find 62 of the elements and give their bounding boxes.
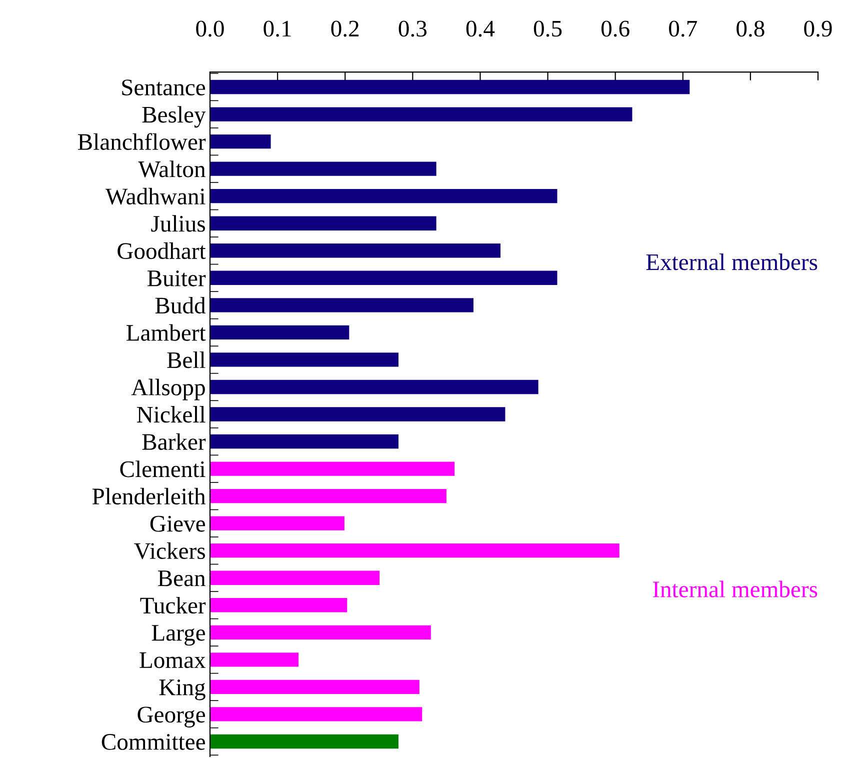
bar bbox=[210, 380, 538, 394]
x-tick-label: 0.2 bbox=[331, 20, 359, 37]
bar bbox=[210, 298, 474, 312]
y-tick-label: Plenderleith bbox=[92, 488, 206, 504]
y-tick-label: Goodhart bbox=[118, 242, 206, 260]
bar bbox=[210, 434, 398, 449]
x-tick-label: 0.1 bbox=[264, 20, 291, 37]
bar bbox=[210, 544, 620, 558]
bar bbox=[210, 462, 455, 476]
y-tick-label: Lambert bbox=[126, 324, 206, 341]
bar bbox=[210, 625, 431, 640]
x-tick-label: 0.8 bbox=[736, 20, 764, 37]
bar bbox=[210, 270, 558, 285]
bar bbox=[210, 162, 436, 176]
y-tick-label: Committee bbox=[102, 734, 206, 750]
bar bbox=[210, 244, 500, 258]
y-tick-label: Walton bbox=[138, 160, 206, 178]
y-tick-label: Nickell bbox=[137, 406, 206, 423]
y-tick-label: Allsopp bbox=[131, 378, 205, 400]
y-tick-label: Gieve bbox=[150, 516, 206, 532]
y-tick-label: Sentance bbox=[122, 80, 206, 96]
y-tick-label: Tucker bbox=[140, 596, 206, 614]
bar bbox=[210, 488, 446, 504]
y-tick-label: Large bbox=[152, 625, 206, 646]
y-tick-label: Wadhwani bbox=[105, 188, 206, 205]
y-tick-label: Vickers bbox=[134, 542, 205, 560]
y-tick-label: Julius bbox=[151, 215, 205, 232]
x-tick-label: 0.6 bbox=[601, 20, 630, 37]
y-tick-label: Blanchflower bbox=[78, 133, 206, 150]
bar bbox=[210, 216, 436, 230]
bar bbox=[210, 734, 398, 749]
bar bbox=[210, 680, 420, 694]
bar bbox=[210, 516, 344, 530]
y-tick-label: Bean bbox=[158, 570, 206, 586]
bar bbox=[210, 189, 558, 204]
bar bbox=[210, 80, 690, 94]
y-tick-label: Buiter bbox=[147, 270, 206, 286]
x-tick-label: 0.5 bbox=[534, 20, 562, 37]
bar bbox=[210, 325, 350, 340]
y-tick-label: George bbox=[138, 706, 206, 728]
bar bbox=[210, 652, 298, 667]
bar bbox=[210, 352, 398, 367]
series-label: Internal members bbox=[652, 580, 818, 598]
y-tick-label: Bell bbox=[167, 352, 206, 368]
bar bbox=[210, 107, 632, 122]
text: External members bbox=[646, 254, 818, 270]
y-tick-label: King bbox=[159, 679, 206, 700]
x-tick-label: 0.9 bbox=[804, 20, 832, 37]
y-tick-label: Clementi bbox=[120, 460, 206, 478]
bar bbox=[210, 134, 271, 149]
y-tick-label: Budd bbox=[155, 296, 206, 314]
y-tick-label: Lomax bbox=[140, 652, 206, 668]
x-tick-label: 0.0 bbox=[196, 20, 224, 37]
x-tick-label: 0.3 bbox=[398, 20, 426, 37]
y-tick-label: Besley bbox=[142, 106, 206, 128]
y-tick-label: Barker bbox=[142, 433, 206, 450]
bar bbox=[210, 407, 506, 422]
bar bbox=[210, 598, 348, 612]
bar bbox=[210, 570, 380, 585]
x-tick-label: 0.7 bbox=[669, 20, 697, 37]
x-tick-label: 0.4 bbox=[466, 20, 495, 37]
bar bbox=[210, 707, 422, 722]
